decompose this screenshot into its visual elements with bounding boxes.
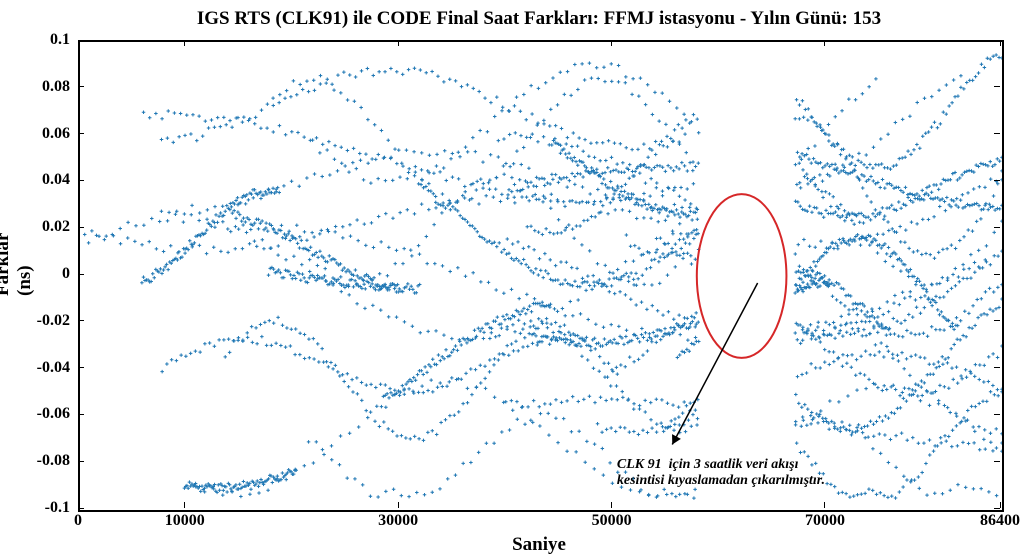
y-tick xyxy=(78,180,84,181)
series xyxy=(417,182,638,291)
series xyxy=(87,212,699,343)
x-tick xyxy=(611,502,612,508)
y-tick xyxy=(78,320,84,321)
y-tick xyxy=(994,227,1000,228)
series xyxy=(506,237,987,342)
x-tick-label: 86400 xyxy=(980,512,1020,530)
x-tick xyxy=(611,40,612,46)
series xyxy=(160,148,845,215)
y-tick xyxy=(994,40,1000,41)
x-axis-label: Saniye xyxy=(512,534,566,556)
x-tick xyxy=(184,502,185,508)
series xyxy=(223,316,619,443)
series xyxy=(795,53,1002,171)
y-tick xyxy=(994,461,1000,462)
annotation-arrow xyxy=(672,283,757,444)
x-tick xyxy=(184,40,185,46)
y-tick-label: -0.04 xyxy=(37,359,70,377)
series xyxy=(380,302,553,409)
series xyxy=(83,194,696,255)
series xyxy=(160,331,586,397)
y-tick xyxy=(78,40,84,41)
y-tick-label: -0.1 xyxy=(45,499,70,517)
y-tick xyxy=(994,414,1000,415)
y-tick xyxy=(78,367,84,368)
y-axis-label: Farklar (ns) xyxy=(0,276,36,296)
series xyxy=(526,113,866,236)
x-tick-label: 0 xyxy=(74,512,82,530)
plot-svg xyxy=(80,42,1002,510)
x-tick xyxy=(824,40,825,46)
series xyxy=(183,468,298,494)
x-tick xyxy=(398,502,399,508)
series xyxy=(226,221,912,341)
series xyxy=(504,394,1002,451)
y-tick xyxy=(994,86,1000,87)
series xyxy=(231,209,400,294)
series xyxy=(311,61,963,189)
x-tick xyxy=(1000,40,1001,46)
y-tick xyxy=(78,414,84,415)
x-tick xyxy=(398,40,399,46)
y-tick xyxy=(994,180,1000,181)
series xyxy=(140,186,281,285)
x-tick-label: 50000 xyxy=(592,512,632,530)
y-tick-label: 0.02 xyxy=(42,218,70,236)
y-tick-label: 0.06 xyxy=(42,125,70,143)
annotation-text: CLK 91 için 3 saatlik veri akışı kesinti… xyxy=(617,457,825,491)
y-tick xyxy=(78,86,84,87)
y-tick-label: 0 xyxy=(62,265,70,283)
y-tick-label: 0.1 xyxy=(50,31,70,49)
x-tick-label: 10000 xyxy=(165,512,205,530)
chart-title: IGS RTS (CLK91) ile CODE Final Saat Fark… xyxy=(197,8,881,30)
plot-area xyxy=(78,40,1004,512)
y-tick xyxy=(994,367,1000,368)
series xyxy=(794,297,1002,434)
y-tick-label: -0.02 xyxy=(37,312,70,330)
y-tick xyxy=(78,133,84,134)
y-tick-label: -0.06 xyxy=(37,405,70,423)
y-tick xyxy=(78,274,84,275)
series xyxy=(606,311,1002,398)
chart-container: IGS RTS (CLK91) ile CODE Final Saat Fark… xyxy=(0,0,1024,560)
series xyxy=(497,131,1002,250)
y-tick-label: 0.04 xyxy=(42,171,70,189)
x-tick xyxy=(78,40,79,46)
x-tick-label: 70000 xyxy=(805,512,845,530)
y-tick xyxy=(994,133,1000,134)
y-tick xyxy=(78,508,84,509)
y-tick-label: -0.08 xyxy=(37,452,70,470)
series xyxy=(550,139,699,222)
x-tick xyxy=(824,502,825,508)
series xyxy=(488,319,1002,436)
series xyxy=(194,377,1002,500)
y-tick xyxy=(78,227,84,228)
y-tick-label: 0.08 xyxy=(42,78,70,96)
y-tick xyxy=(994,508,1000,509)
x-tick-label: 30000 xyxy=(378,512,418,530)
y-tick xyxy=(994,320,1000,321)
annotation-ellipse xyxy=(697,194,787,358)
y-tick xyxy=(78,461,84,462)
series xyxy=(308,173,1002,289)
y-tick xyxy=(994,274,1000,275)
series xyxy=(160,67,687,152)
